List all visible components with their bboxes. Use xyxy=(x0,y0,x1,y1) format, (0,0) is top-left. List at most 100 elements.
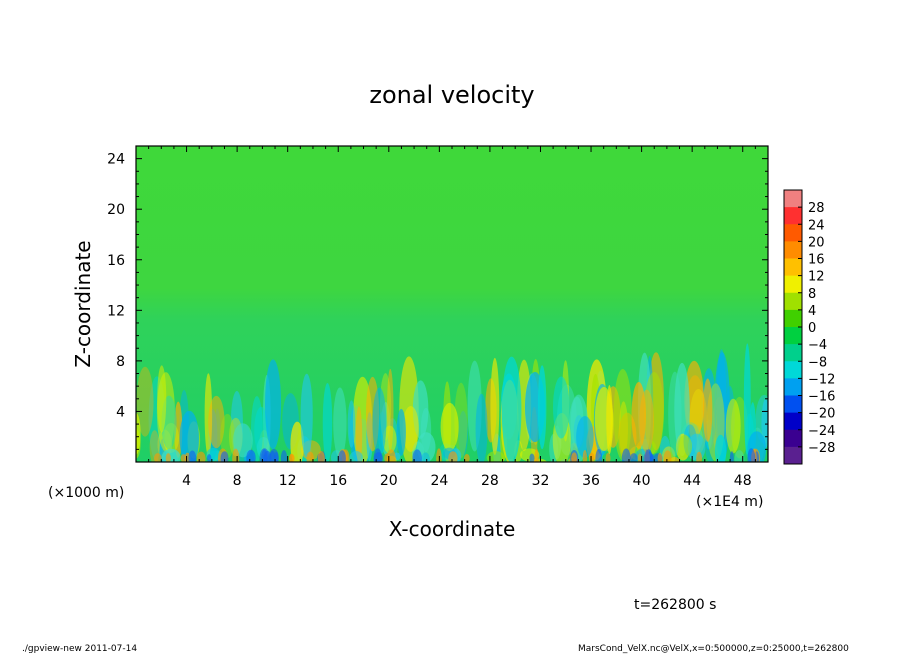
y-tick-label: 16 xyxy=(107,253,125,269)
chart-title: zonal velocity xyxy=(369,81,534,109)
surface-cell xyxy=(729,451,734,462)
surface-cell xyxy=(188,450,197,462)
colorbar-label: 24 xyxy=(808,218,825,233)
time-annotation: t=262800 s xyxy=(634,597,716,613)
surface-cell xyxy=(269,450,276,462)
surface-cell xyxy=(317,450,325,462)
surface-cell xyxy=(605,452,611,462)
x-axis-label: X-coordinate xyxy=(389,517,516,541)
velocity-streak xyxy=(716,349,727,454)
velocity-streak xyxy=(702,378,713,442)
colorbar-swatch xyxy=(784,327,802,345)
colorbar-label: 12 xyxy=(808,270,825,285)
surface-cell xyxy=(448,451,458,462)
velocity-streak xyxy=(454,382,468,459)
velocity-streak xyxy=(355,406,363,462)
velocity-streak xyxy=(161,448,181,462)
y-tick-label: 8 xyxy=(116,354,125,370)
surface-cell xyxy=(153,453,162,462)
velocity-streak xyxy=(725,398,741,454)
velocity-streak xyxy=(322,382,333,462)
y-axis-unit: (×1000 m) xyxy=(48,485,124,501)
y-axis: 4 8 12 16 20 24 xyxy=(107,145,768,463)
x-tick-label: 16 xyxy=(329,473,347,489)
velocity-streak xyxy=(157,365,167,433)
surface-cell xyxy=(644,449,653,462)
surface-cell xyxy=(588,452,595,462)
footer-right: MarsCond_VelX.nc@VelX,x=0:500000,z=0:250… xyxy=(578,644,849,654)
colorbar-swatch xyxy=(784,190,802,208)
surface-cell xyxy=(747,448,756,462)
x-tick-label: 36 xyxy=(582,473,600,489)
surface-cell xyxy=(637,453,642,462)
y-tick-label: 20 xyxy=(107,202,125,218)
x-axis: 4 8 12 16 20 24 28 32 36 40 44 48 xyxy=(135,146,769,489)
velocity-streak xyxy=(163,423,180,453)
colorbar-label: 20 xyxy=(808,235,825,250)
velocity-streak xyxy=(668,371,682,457)
velocity-streak xyxy=(613,368,632,461)
colorbar: 28 24 20 16 12 8 4 0 −4 −8 −12 −16 −20 −24 −28 xyxy=(783,189,835,465)
x-tick-label: 32 xyxy=(532,473,550,489)
velocity-streak xyxy=(674,362,690,457)
surface-cell xyxy=(595,449,603,462)
x-axis-unit: (×1E4 m) xyxy=(696,494,763,510)
colorbar-label: −4 xyxy=(808,338,827,353)
x-tick-label: 8 xyxy=(233,473,242,489)
velocity-streak xyxy=(421,452,431,462)
colorbar-swatch xyxy=(784,378,802,396)
velocity-streak xyxy=(606,385,613,455)
y-tick-label: 4 xyxy=(116,404,125,420)
surface-cell xyxy=(373,448,382,462)
velocity-streak xyxy=(290,421,304,462)
velocity-streak xyxy=(486,451,505,462)
velocity-streak xyxy=(396,408,406,456)
colorbar-swatch xyxy=(784,241,802,259)
colorbar-swatch xyxy=(784,429,802,448)
surface-cell xyxy=(534,448,539,462)
colorbar-swatch xyxy=(784,292,802,311)
surface-cell xyxy=(306,451,314,462)
velocity-streak xyxy=(440,402,459,452)
surface-cell xyxy=(338,450,346,462)
colorbar-label: 28 xyxy=(808,201,825,216)
velocity-streak xyxy=(631,382,646,449)
velocity-streak xyxy=(420,407,432,453)
velocity-streak xyxy=(382,425,397,454)
velocity-streak xyxy=(675,433,691,461)
velocity-streak xyxy=(458,410,468,456)
colorbar-label: −20 xyxy=(808,407,835,422)
colorbar-swatch xyxy=(784,275,802,294)
surface-cell xyxy=(220,451,229,462)
x-tick-label: 28 xyxy=(481,473,499,489)
x-tick-label: 44 xyxy=(683,473,701,489)
x-tick-label: 24 xyxy=(430,473,448,489)
velocity-streak xyxy=(208,395,225,449)
surface-cell xyxy=(206,454,212,462)
colorbar-swatch xyxy=(784,309,802,328)
x-tick-label: 40 xyxy=(633,473,651,489)
colorbar-label: −28 xyxy=(808,441,835,456)
velocity-streak xyxy=(552,376,570,439)
x-tick-label: 4 xyxy=(182,473,191,489)
colorbar-swatch xyxy=(784,412,802,431)
velocity-streak xyxy=(136,413,141,455)
surface-cell xyxy=(529,453,535,462)
colorbar-label: −24 xyxy=(808,424,835,439)
surface-cell xyxy=(180,454,187,462)
colorbar-swatch xyxy=(784,361,802,379)
colorbar-swatch xyxy=(784,446,802,465)
surface-cell xyxy=(696,451,703,462)
y-tick-label: 12 xyxy=(107,303,125,319)
x-tick-label: 48 xyxy=(734,473,752,489)
velocity-streak xyxy=(734,450,745,462)
velocity-streak xyxy=(576,416,594,459)
velocity-streak xyxy=(347,400,356,448)
velocity-streak xyxy=(490,357,500,455)
velocity-streak xyxy=(402,405,419,452)
velocity-streak xyxy=(220,413,235,459)
surface-cell xyxy=(246,449,256,462)
velocity-streak xyxy=(136,366,154,437)
surface-cell xyxy=(630,453,638,462)
